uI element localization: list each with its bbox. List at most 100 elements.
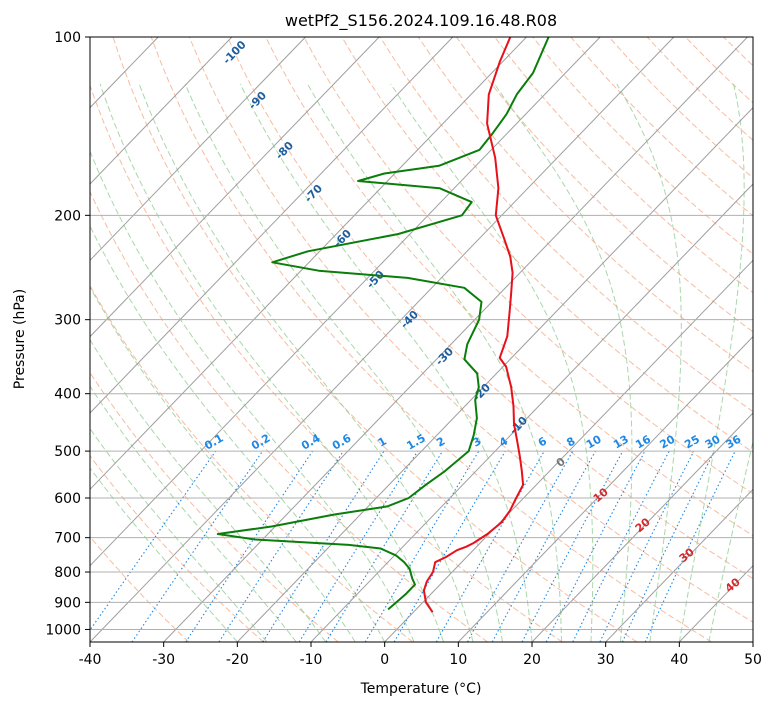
plot-frame bbox=[89, 36, 754, 643]
dry-adiabat bbox=[646, 37, 753, 141]
moist-adiabat bbox=[239, 83, 533, 642]
isotherm-line bbox=[310, 183, 753, 642]
moist-adiabat bbox=[90, 427, 268, 642]
isotherm-label: -100 bbox=[220, 38, 249, 67]
mixing-ratio-label: 1.5 bbox=[404, 432, 427, 453]
moist-adiabat bbox=[90, 149, 415, 642]
dry-adiabat bbox=[150, 37, 712, 642]
isotherm-line bbox=[0, 37, 11, 642]
wet-bulb-label: 40 bbox=[723, 575, 743, 595]
y-tick-label: 800 bbox=[54, 565, 81, 581]
mixing-ratio-line bbox=[131, 450, 264, 642]
mixing-ratio-line bbox=[644, 450, 736, 642]
moist-adiabat bbox=[90, 467, 238, 642]
isotherm-line bbox=[163, 37, 748, 642]
dry-adiabat bbox=[265, 37, 753, 537]
isotherm-line bbox=[457, 335, 753, 642]
y-tick-label: 300 bbox=[54, 313, 81, 329]
dry-adiabat bbox=[90, 284, 414, 642]
dry-adiabat bbox=[188, 37, 753, 623]
dry-adiabat bbox=[90, 454, 264, 642]
isotherm-line bbox=[90, 37, 454, 414]
isotherm-line bbox=[90, 37, 601, 567]
y-tick-label: 700 bbox=[54, 531, 81, 547]
mixing-ratio-label: 10 bbox=[584, 432, 604, 451]
x-axis-label: Temperature (°C) bbox=[360, 681, 482, 697]
mixing-ratio-line bbox=[435, 450, 545, 642]
moist-adiabat bbox=[307, 83, 562, 642]
mixing-ratio-label: 16 bbox=[633, 432, 653, 451]
mixing-ratio-line bbox=[572, 450, 670, 642]
isotherm-label: -80 bbox=[273, 139, 296, 163]
x-tick-label: 40 bbox=[670, 652, 688, 668]
mixing-ratio-line bbox=[185, 450, 314, 642]
isotherm-line bbox=[90, 37, 675, 642]
dry-adiabat bbox=[341, 37, 753, 453]
dry-adiabat bbox=[570, 37, 753, 217]
mixing-ratio-line bbox=[467, 450, 574, 642]
mixing-ratio-label: 36 bbox=[723, 432, 743, 451]
mixing-ratio-label: 8 bbox=[564, 435, 577, 450]
moist-adiabat bbox=[493, 83, 633, 642]
dry-adiabat bbox=[494, 37, 753, 294]
mixing-ratio-line bbox=[218, 450, 344, 642]
isotherm-line bbox=[384, 259, 753, 642]
mixing-ratio-line bbox=[364, 450, 480, 642]
y-tick-label: 1000 bbox=[45, 622, 81, 638]
y-tick-label: 600 bbox=[54, 491, 81, 507]
mixing-ratio-line bbox=[545, 450, 646, 642]
dry-adiabat bbox=[455, 37, 753, 333]
mixing-ratio-line bbox=[491, 450, 596, 642]
isotherm-label: -50 bbox=[364, 268, 387, 292]
y-axis-label: Pressure (hPa) bbox=[12, 289, 28, 389]
y-tick-label: 100 bbox=[54, 30, 81, 46]
mixing-ratio-line bbox=[262, 450, 385, 642]
isotherm-line bbox=[90, 37, 527, 491]
wet-bulb-label: 20 bbox=[633, 515, 653, 535]
dry-adiabat bbox=[379, 37, 753, 413]
moist-adiabat bbox=[616, 83, 682, 642]
moist-adiabat bbox=[184, 83, 503, 642]
background-lines bbox=[0, 37, 775, 642]
moist-adiabat bbox=[678, 83, 745, 642]
x-tick-label: -40 bbox=[79, 652, 102, 668]
dry-adiabat bbox=[303, 37, 753, 495]
mixing-ratio-line bbox=[621, 450, 715, 642]
x-tick-label: 50 bbox=[744, 652, 762, 668]
dry-adiabat bbox=[90, 535, 190, 642]
dry-adiabat bbox=[762, 37, 775, 642]
isotherm-label: -70 bbox=[302, 182, 325, 206]
dry-adiabat bbox=[90, 84, 563, 642]
dry-adiabat bbox=[685, 37, 753, 104]
isotherm-line bbox=[236, 106, 753, 642]
mixing-ratio-label: 2 bbox=[434, 435, 447, 450]
isotherm-line bbox=[90, 37, 233, 185]
isotherm-line bbox=[752, 641, 753, 642]
moist-adiabat bbox=[99, 83, 445, 642]
isotherm-line bbox=[90, 37, 380, 338]
dry-adiabat bbox=[227, 37, 753, 580]
chart-title: wetPf2_S156.2024.109.16.48.R08 bbox=[285, 11, 557, 31]
dry-adiabat bbox=[90, 371, 339, 642]
mixing-ratio-line bbox=[325, 450, 444, 642]
moist-adiabat bbox=[138, 83, 474, 642]
isotherm-line bbox=[531, 412, 753, 642]
x-tick-label: -10 bbox=[300, 652, 323, 668]
x-axis-ticks: -40 -30 -20 -10 0 10 20 30 40 50 bbox=[79, 642, 762, 668]
y-tick-label: 400 bbox=[54, 387, 81, 403]
isotherm-line bbox=[90, 37, 306, 262]
moist-adiabat bbox=[90, 385, 297, 642]
y-axis-ticks: 100 200 300 400 500 600 700 800 900 1000 bbox=[45, 30, 90, 638]
mixing-ratio-label: 1 bbox=[376, 435, 389, 450]
mixing-ratio-label: 6 bbox=[536, 434, 549, 449]
temperature-line bbox=[422, 37, 525, 613]
mixing-ratio-label: 0.4 bbox=[299, 431, 323, 452]
x-tick-label: 10 bbox=[449, 652, 467, 668]
isotherm-label: -40 bbox=[398, 308, 421, 332]
dewpoint-line bbox=[216, 37, 550, 611]
y-tick-label: 900 bbox=[54, 595, 81, 611]
moist-adiabat bbox=[90, 286, 356, 642]
profile-lines bbox=[216, 37, 550, 613]
x-tick-label: 20 bbox=[523, 652, 541, 668]
